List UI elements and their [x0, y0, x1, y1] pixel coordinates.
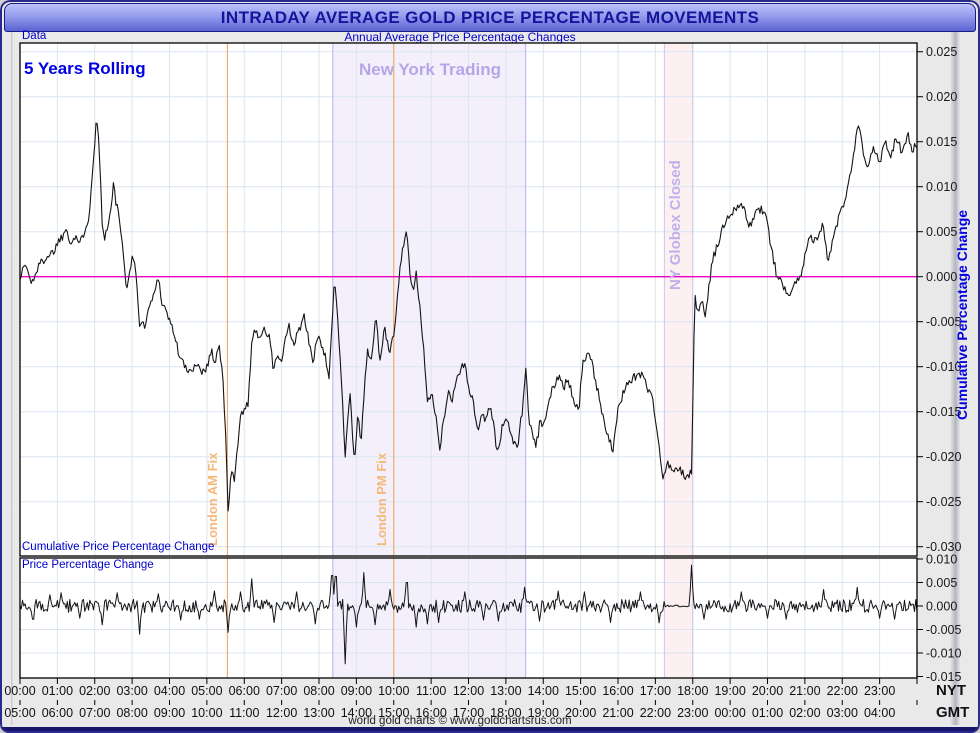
lower-y-tick-label: 0.005 [926, 576, 957, 590]
nyt-tick-label: 03:00 [116, 684, 147, 698]
main-panel-caption: Cumulative Price Percentage Change [22, 541, 215, 553]
gmt-tick-label: 10:00 [191, 706, 222, 720]
gmt-tick-label: 16:00 [415, 706, 446, 720]
nyt-tick-label: 12:00 [453, 684, 484, 698]
gmt-tick-label: 05:00 [4, 706, 35, 720]
ny-trading-label: New York Trading [358, 60, 502, 79]
y-axis-title: Cumulative Percentage Change [954, 209, 970, 421]
globex-closed-label: NY Globex Closed [667, 160, 684, 290]
main-y-tick-label: -0.015 [926, 405, 961, 419]
lower-y-tick-label: -0.010 [926, 647, 961, 661]
left-bevel [11, 31, 14, 725]
lower-y-tick-label: 0.000 [926, 600, 957, 614]
main-y-tick-label: -0.010 [926, 360, 961, 374]
credit-line: world gold charts © www.goldchartsrus.co… [348, 715, 572, 727]
gmt-tick-label: 12:00 [266, 706, 297, 720]
main-y-tick-label: 0.000 [926, 270, 957, 284]
nyt-tick-label: 23:00 [864, 684, 895, 698]
nyt-tick-label: 17:00 [640, 684, 671, 698]
nyt-tick-label: 00:00 [4, 684, 35, 698]
page-title: INTRADAY AVERAGE GOLD PRICE PERCENTAGE M… [220, 8, 760, 27]
main-y-tick-label: 0.020 [926, 90, 957, 104]
nyt-tick-label: 06:00 [229, 684, 260, 698]
lower-y-tick-label: -0.015 [926, 670, 961, 684]
gmt-axis-caption: GMT [936, 704, 970, 721]
nyt-tick-label: 21:00 [789, 684, 820, 698]
gmt-tick-label: 13:00 [303, 706, 334, 720]
nyt-tick-label: 04:00 [154, 684, 185, 698]
gmt-tick-label: 11:00 [229, 706, 259, 720]
gmt-tick-label: 19:00 [528, 706, 559, 720]
gmt-tick-label: 00:00 [714, 706, 745, 720]
main-y-tick-label: -0.005 [926, 315, 961, 329]
nyt-tick-label: 01:00 [42, 684, 73, 698]
main-panel-border [19, 42, 918, 557]
gmt-tick-label: 14:00 [341, 706, 372, 720]
lower-y-tick-label: -0.005 [926, 623, 961, 637]
cumulative-series-line [19, 122, 918, 512]
data-tab[interactable]: Data [22, 30, 47, 42]
main-y-tick-label: 0.015 [926, 135, 957, 149]
ny-trading-band [332, 558, 526, 678]
nyt-tick-label: 07:00 [266, 684, 297, 698]
gmt-tick-label: 06:00 [42, 706, 73, 720]
rolling-window-label: 5 Years Rolling [24, 59, 146, 78]
lower-y-tick-label: 0.010 [926, 553, 957, 567]
right-bevel [950, 31, 961, 725]
gmt-tick-label: 15:00 [378, 706, 409, 720]
nyt-tick-label: 18:00 [677, 684, 708, 698]
main-y-tick-label: 0.010 [926, 180, 957, 194]
nyt-tick-label: 13:00 [490, 684, 521, 698]
gmt-tick-label: 18:00 [490, 706, 521, 720]
main-y-tick-label: 0.005 [926, 225, 957, 239]
gmt-tick-label: 22:00 [640, 706, 671, 720]
london-am-fix-label: London AM Fix [205, 452, 220, 546]
gmt-tick-label: 08:00 [116, 706, 147, 720]
gmt-tick-label: 20:00 [565, 706, 596, 720]
gmt-tick-label: 21:00 [602, 706, 633, 720]
gmt-tick-label: 17:00 [453, 706, 484, 720]
nyt-tick-label: 14:00 [528, 684, 559, 698]
gmt-tick-label: 23:00 [677, 706, 708, 720]
nyt-tick-label: 22:00 [827, 684, 858, 698]
nyt-tick-label: 15:00 [565, 684, 596, 698]
gmt-tick-label: 07:00 [79, 706, 110, 720]
minute-change-series-line [19, 564, 918, 665]
bottom-strip [0, 727, 980, 733]
nyt-tick-label: 20:00 [752, 684, 783, 698]
gmt-tick-label: 03:00 [827, 706, 858, 720]
main-y-tick-label: -0.030 [926, 540, 961, 554]
nyt-tick-label: 10:00 [378, 684, 409, 698]
main-y-tick-label: -0.025 [926, 495, 961, 509]
chart-subtitle: Annual Average Price Percentage Changes [344, 30, 576, 44]
london-pm-fix-label: London PM Fix [374, 452, 389, 546]
gmt-tick-label: 04:00 [864, 706, 895, 720]
nyt-tick-label: 09:00 [341, 684, 372, 698]
nyt-axis-caption: NYT [936, 682, 966, 699]
lower-panel-caption: Price Percentage Change [22, 559, 154, 571]
title-bar: INTRADAY AVERAGE GOLD PRICE PERCENTAGE M… [4, 3, 976, 32]
globex-closed-band [664, 558, 693, 678]
nyt-tick-label: 02:00 [79, 684, 110, 698]
nyt-tick-label: 05:00 [191, 684, 222, 698]
nyt-tick-label: 11:00 [416, 684, 446, 698]
ny-trading-band [332, 43, 526, 556]
gmt-tick-label: 02:00 [789, 706, 820, 720]
nyt-tick-label: 16:00 [602, 684, 633, 698]
main-y-tick-label: -0.020 [926, 450, 961, 464]
gmt-tick-label: 09:00 [154, 706, 185, 720]
nyt-tick-label: 08:00 [303, 684, 334, 698]
main-y-tick-label: 0.025 [926, 45, 957, 59]
nyt-tick-label: 19:00 [714, 684, 745, 698]
gmt-tick-label: 01:00 [752, 706, 783, 720]
